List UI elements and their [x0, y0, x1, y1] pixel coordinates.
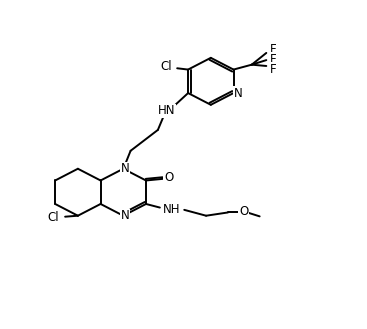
Text: F: F	[269, 53, 276, 66]
Text: Cl: Cl	[48, 211, 59, 224]
Text: O: O	[239, 205, 248, 218]
Text: HN: HN	[158, 105, 176, 117]
Text: F: F	[269, 63, 276, 76]
Text: Cl: Cl	[160, 60, 172, 73]
Text: F: F	[269, 43, 276, 56]
Text: N: N	[121, 209, 130, 222]
Text: N: N	[233, 87, 242, 100]
Text: NH: NH	[163, 203, 180, 216]
Text: O: O	[164, 171, 173, 184]
Text: N: N	[121, 162, 130, 175]
